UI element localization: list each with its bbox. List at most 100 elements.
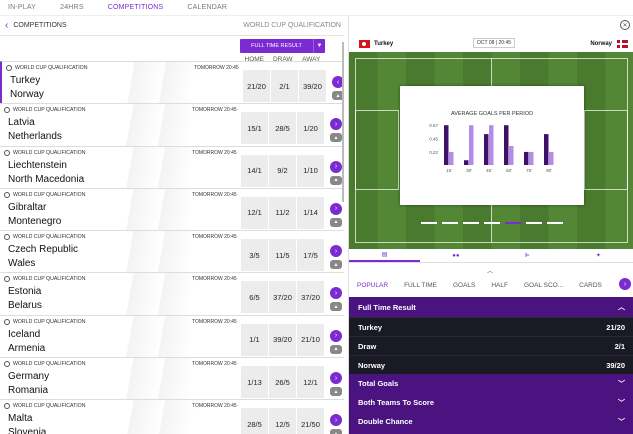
chevron-right-icon[interactable]: › [330,245,342,258]
home-team: Turkey [10,75,41,86]
odds-away[interactable]: 1/14 [297,196,324,229]
chevron-right-icon[interactable]: › [330,118,342,131]
selection-row[interactable]: Turkey 21/20 [349,317,633,336]
match-time: TOMORROW 20:45 [192,318,237,325]
stats-icon[interactable]: ▲ [330,302,342,312]
odds-home[interactable]: 3/5 [241,239,268,272]
odds-draw[interactable]: 11/5 [269,239,296,272]
odds-draw[interactable]: 11/2 [269,196,296,229]
home-team: Gibraltar [8,201,47,213]
stats-icon[interactable]: ▲ [330,344,342,354]
chevron-right-icon[interactable]: › [330,160,342,173]
chevron-right-icon[interactable]: › [330,329,342,342]
odds-draw[interactable]: 12/5 [269,408,296,434]
odds-home[interactable]: 21/20 [243,70,270,102]
chevron-right-icon[interactable]: › [330,287,342,300]
bracket-tab-icon[interactable]: ⊫ [524,253,530,259]
odds-away[interactable]: 17/5 [297,239,324,272]
scrollbar[interactable] [342,42,344,202]
match-row[interactable]: WORLD CUP QUALIFICATION TOMORROW 20:45 Mal… [0,399,344,434]
odds-away[interactable]: 21/10 [297,323,324,356]
odds-away[interactable]: 39/20 [299,70,326,102]
market-tab-half[interactable]: HALF [491,281,508,289]
carousel-dot[interactable] [421,222,437,224]
carousel-dot[interactable] [463,222,479,224]
odds-away[interactable]: 1/10 [297,154,324,187]
match-row[interactable]: WORLD CUP QUALIFICATION TOMORROW 20:45 Gib… [0,187,344,231]
odds-home[interactable]: 1/1 [241,323,268,356]
match-row[interactable]: WORLD CUP QUALIFICATION TOMORROW 20:45 Lie… [0,145,344,188]
odds-group: 28/5 12/5 21/50 [241,408,324,434]
stats-icon[interactable]: ▲ [330,175,342,185]
stats-icon[interactable]: ▲ [330,133,342,143]
carousel-dot[interactable] [484,222,500,224]
odds-draw[interactable]: 2/1 [271,70,298,102]
close-icon[interactable]: ✕ [620,20,630,30]
market-header[interactable]: Double Chance ﹀ [349,412,633,431]
nav-calendar[interactable]: CALENDAR [187,4,228,11]
selection-row[interactable]: Norway 39/20 [349,355,633,374]
market-header[interactable]: Both Teams To Score ﹀ [349,393,633,412]
market-header[interactable]: Full Time Result ︿ [349,297,633,317]
odds-away[interactable]: 21/50 [297,408,324,434]
stats-icon[interactable]: ▲ [330,429,342,434]
selection-row[interactable]: Draw 2/1 [349,336,633,355]
match-row[interactable]: WORLD CUP QUALIFICATION TOMORROW 20:45 Ice… [0,314,344,358]
odds-away[interactable]: 37/20 [297,281,324,314]
match-time: TOMORROW 20:45 [192,361,237,368]
odds-draw[interactable]: 39/20 [269,323,296,356]
odds-home[interactable]: 28/5 [241,408,268,434]
team-tab-icon[interactable]: ✦ [595,253,601,259]
match-row[interactable]: WORLD CUP QUALIFICATION TOMORROW 20:45 Lat… [0,103,344,146]
nav-competitions[interactable]: COMPETITIONS [107,4,164,11]
odds-away[interactable]: 12/1 [297,366,324,399]
chevron-down-icon: ▼ [313,39,325,53]
odds-draw[interactable]: 26/5 [269,366,296,399]
odds-draw[interactable]: 37/20 [269,281,296,314]
nav-24hrs[interactable]: 24HRS [60,4,84,11]
match-row[interactable]: WORLD CUP QUALIFICATION TOMORROW 20:45 Ger… [0,357,344,400]
chevron-right-icon[interactable]: › [330,414,342,427]
match-row[interactable]: WORLD CUP QUALIFICATION TOMORROW 20:45 Tur… [0,61,344,104]
lineups-tab-icon[interactable]: ●● [452,252,460,259]
chevron-right-icon[interactable]: › [330,372,342,385]
odds-home[interactable]: 1/13 [241,366,268,399]
odds-home[interactable]: 14/1 [241,154,268,187]
x-tick-label: 30' [466,168,472,173]
market-tab-popular[interactable]: POPULAR [357,281,389,289]
match-row[interactable]: WORLD CUP QUALIFICATION TOMORROW 20:45 Cze… [0,230,344,273]
back-button[interactable]: ‹ COMPETITIONS [5,20,67,31]
nav-in-play[interactable]: IN-PLAY [8,4,37,11]
stats-icon[interactable]: ▲ [330,217,342,227]
x-tick-label: 75' [526,168,532,173]
odds-draw[interactable]: 9/2 [269,154,296,187]
chevron-right-icon[interactable]: › [330,202,342,215]
odds-group: 12/1 11/2 1/14 [241,196,324,229]
match-row[interactable]: WORLD CUP QUALIFICATION TOMORROW 20:45 Est… [0,272,344,315]
odds-home[interactable]: 15/1 [241,112,268,145]
market-tab-cards[interactable]: CARDS [579,281,602,289]
odds-home[interactable]: 12/1 [241,196,268,229]
chevron-up-icon[interactable]: ︿ [487,269,494,275]
odds-away[interactable]: 1/20 [297,112,324,145]
x-tick-label: 90' [546,168,552,173]
carousel-dot[interactable] [547,222,563,224]
market-filter-dropdown[interactable]: FULL TIME RESULT ▼ [240,39,325,53]
odds-draw[interactable]: 28/5 [269,112,296,145]
carousel-dot[interactable] [526,222,542,224]
stats-icon[interactable]: ▲ [330,260,342,270]
market-tab-goals[interactable]: GOALS [452,281,476,289]
tabs-next-button[interactable]: › [619,278,631,290]
pitch-tab-icon[interactable]: ▤ [349,249,421,262]
bar-home [544,134,549,165]
market-tab-goal-sco[interactable]: GOAL SCO... [523,281,564,289]
carousel-dot-active[interactable] [505,222,521,224]
market-header[interactable]: Draw No Bet﹀ [349,431,633,434]
market-tab-full-time[interactable]: FULL TIME [404,281,437,289]
chevron-left-icon[interactable]: ‹ [332,76,344,88]
carousel-dot[interactable] [442,222,458,224]
stats-icon[interactable]: ▲ [330,387,342,397]
stats-icon[interactable]: ▲ [332,91,344,100]
market-header[interactable]: Total Goals ﹀ [349,374,633,393]
odds-home[interactable]: 6/5 [241,281,268,314]
